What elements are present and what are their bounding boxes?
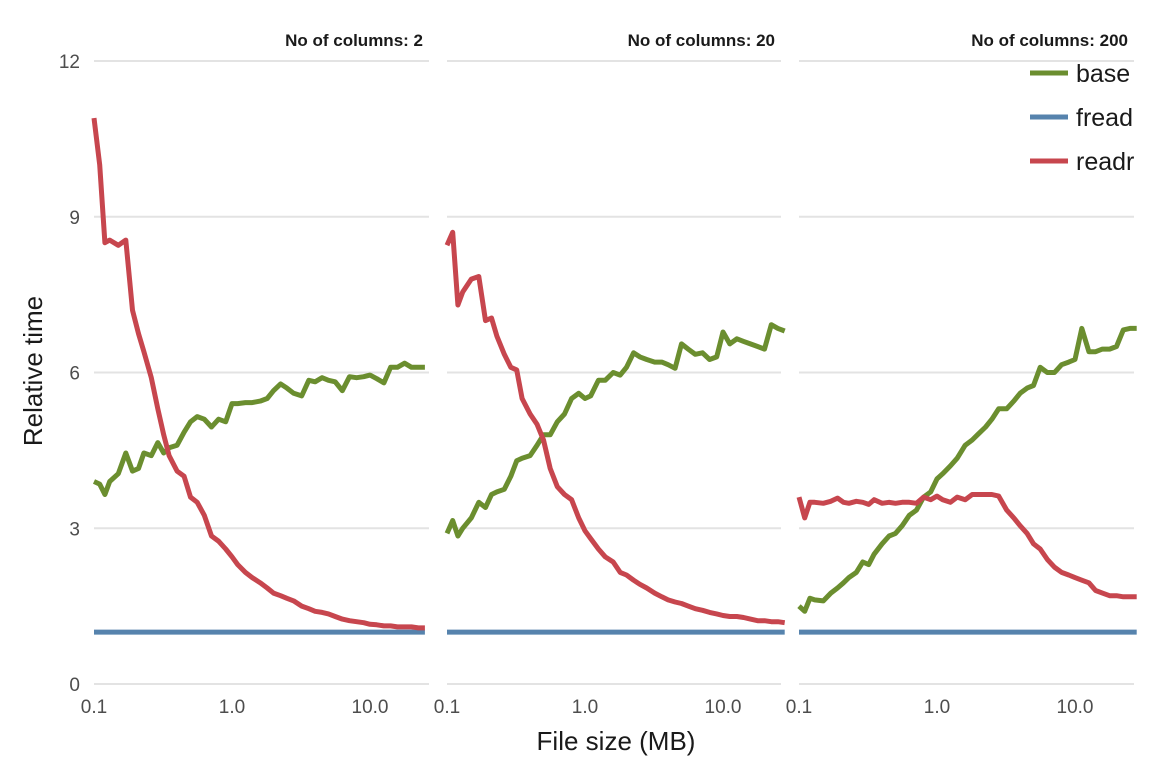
y-tick-label: 0 — [69, 675, 80, 696]
series-line-base — [797, 325, 1137, 614]
x-tick-label: 10.0 — [1057, 697, 1094, 718]
x-tick-label: 1.0 — [219, 697, 245, 718]
y-axis: 0 3 6 9 12 — [59, 52, 80, 696]
x-tick-label: 10.0 — [352, 697, 389, 718]
legend: base fread readr — [1030, 60, 1134, 176]
facets-layer: No of columns: 20.1 1.0 10.0No of columns:… — [81, 31, 1137, 718]
y-tick-label: 6 — [69, 364, 80, 385]
y-tick-label: 12 — [59, 52, 80, 73]
series-line-readr — [91, 117, 425, 631]
x-tick-label: 1.0 — [924, 697, 950, 718]
facet-panel: No of columns: 200 0.1 1.0 10.0 — [786, 31, 1137, 718]
x-tick-label: 10.0 — [705, 697, 742, 718]
y-axis-title: Relative time — [18, 296, 48, 446]
series-line-readr — [796, 492, 1137, 600]
facet-title: No of columns: 2 — [285, 31, 423, 50]
series-line-base — [444, 322, 786, 539]
x-tick-label: 1.0 — [572, 697, 598, 718]
facet-title: No of columns: 20 — [628, 31, 775, 50]
facet-panel: No of columns: 20 0.1 1.0 10.0 — [434, 31, 786, 718]
x-tick-label: 0.1 — [786, 697, 812, 718]
legend-label: readr — [1076, 148, 1134, 176]
series-line-base — [92, 360, 425, 497]
legend-label: base — [1076, 60, 1130, 88]
x-tick-label: 0.1 — [81, 697, 107, 718]
legend-label: fread — [1076, 104, 1133, 132]
x-tick-label: 0.1 — [434, 697, 460, 718]
facet-title: No of columns: 200 — [971, 31, 1128, 50]
series-line-readr — [444, 229, 786, 626]
facet-panel: No of columns: 2 0.1 1.0 10.0 — [81, 31, 429, 718]
y-tick-label: 9 — [69, 208, 80, 229]
x-axis-title: File size (MB) — [537, 726, 696, 756]
y-tick-label: 3 — [69, 519, 80, 540]
